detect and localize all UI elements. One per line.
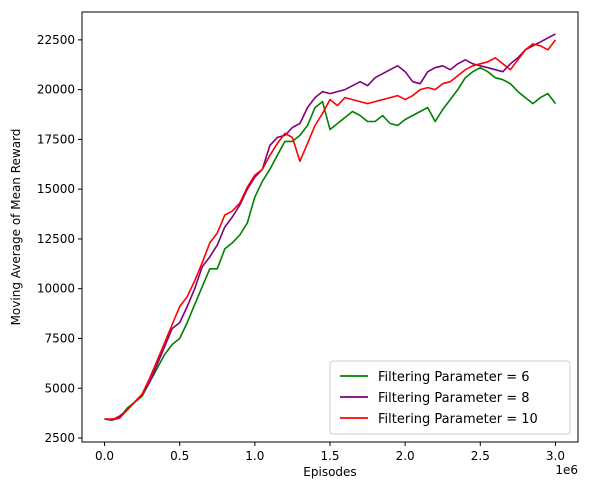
plot-lines (104, 33, 557, 421)
y-tick-label: 5000 (44, 381, 75, 395)
y-tick-label: 15000 (37, 182, 75, 196)
x-tick-label: 2.5 (471, 449, 490, 463)
x-tick-label: 1.0 (245, 449, 264, 463)
legend-label: Filtering Parameter = 10 (378, 412, 538, 427)
x-tick-label: 0.5 (170, 449, 189, 463)
legend: Filtering Parameter = 6 Filtering Paramet… (329, 360, 571, 435)
y-axis-ticks: 2500 5000 7500 10000 12500 15000 17500 20000 225… (37, 33, 82, 445)
y-tick-label: 20000 (37, 83, 75, 97)
series-line-2 (104, 33, 556, 421)
x-axis-title: Episodes (303, 465, 356, 479)
legend-label: Filtering Parameter = 6 (378, 370, 530, 385)
y-tick-label: 12500 (37, 232, 75, 246)
legend-label: Filtering Parameter = 8 (378, 391, 530, 406)
x-tick-label: 1.5 (320, 449, 339, 463)
x-tick-label: 0.0 (95, 449, 114, 463)
y-tick-label: 17500 (37, 132, 75, 146)
series-line-3 (104, 39, 557, 420)
series-line-1 (104, 66, 557, 421)
y-tick-label: 10000 (37, 282, 75, 296)
x-axis-ticks: 0.0 0.5 1.0 1.5 2.0 2.5 3.0 (95, 442, 565, 463)
y-tick-label: 7500 (44, 331, 75, 345)
x-axis-offset-text: 1e6 (555, 463, 578, 477)
y-tick-label: 2500 (44, 431, 75, 445)
legend-box (329, 360, 571, 435)
y-axis-title: Moving Average of Mean Reward (9, 129, 23, 326)
x-tick-label: 3.0 (546, 449, 565, 463)
y-tick-label: 22500 (37, 33, 75, 47)
x-tick-label: 2.0 (396, 449, 415, 463)
